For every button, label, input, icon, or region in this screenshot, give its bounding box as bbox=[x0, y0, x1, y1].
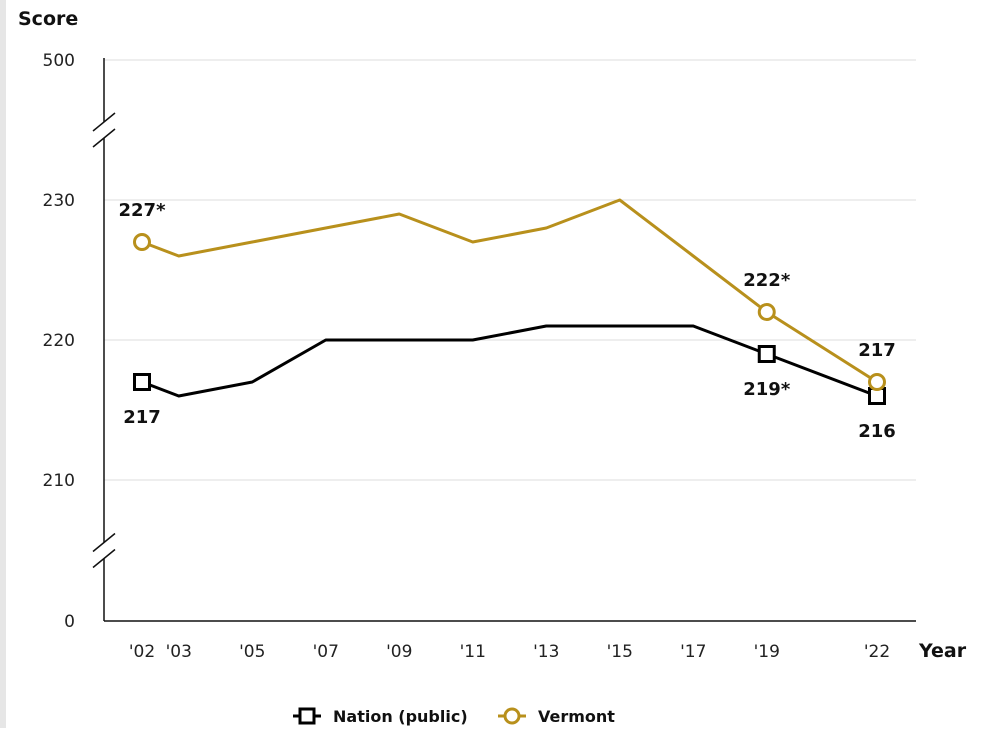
data-label: 217 bbox=[123, 407, 161, 428]
axis-break-mark bbox=[92, 112, 116, 148]
legend-item-vermont: Vermont bbox=[498, 707, 615, 726]
series-line-nation bbox=[141, 324, 878, 398]
circle-marker bbox=[757, 303, 776, 321]
series-line-vermont bbox=[141, 198, 878, 384]
y-tick-label: 0 bbox=[64, 612, 75, 632]
x-tick-label: '05 bbox=[239, 642, 265, 662]
data-label: 217 bbox=[858, 340, 896, 361]
x-tick-label: '09 bbox=[386, 642, 412, 662]
data-label: 222* bbox=[743, 270, 791, 291]
legend-label: Vermont bbox=[538, 707, 615, 726]
axes: 0 210 220 230 500 Score Year '02 '03 '05 '07 '09 '11… bbox=[18, 8, 967, 662]
x-tick-label: '02 bbox=[129, 642, 155, 662]
axis-break-slash bbox=[92, 112, 116, 132]
square-marker bbox=[133, 373, 151, 391]
legend-square-icon bbox=[298, 707, 316, 725]
axis-break-slash bbox=[92, 128, 116, 148]
x-tick-label: '11 bbox=[460, 642, 486, 662]
square-marker bbox=[757, 345, 776, 363]
gridlines bbox=[104, 59, 916, 481]
axis-break-gap bbox=[94, 542, 114, 559]
series bbox=[133, 198, 886, 405]
x-tick-label: '07 bbox=[313, 642, 339, 662]
legend-label: Nation (public) bbox=[333, 707, 468, 726]
x-tick-label: '03 bbox=[166, 642, 192, 662]
x-tick-label: '17 bbox=[680, 642, 706, 662]
circle-marker bbox=[133, 233, 151, 251]
y-tick-label: 500 bbox=[43, 51, 75, 71]
axis-break-slash bbox=[92, 532, 116, 553]
x-axis-title: Year bbox=[918, 640, 967, 662]
legend-item-nation: Nation (public) bbox=[293, 707, 468, 726]
x-tick-label: '19 bbox=[754, 642, 780, 662]
y-tick-label: 220 bbox=[43, 331, 75, 351]
data-label: 227* bbox=[119, 200, 167, 221]
y-axis-title: Score bbox=[18, 8, 78, 30]
axis-break-mark bbox=[92, 532, 116, 569]
legend-circle-icon bbox=[503, 707, 521, 725]
axis-break-slash bbox=[92, 548, 116, 569]
x-tick-label: '15 bbox=[607, 642, 633, 662]
data-label: 219* bbox=[743, 379, 791, 400]
data-label: 216 bbox=[858, 421, 896, 442]
x-tick-label: '13 bbox=[533, 642, 559, 662]
legend: Nation (public) Vermont bbox=[293, 707, 615, 726]
y-tick-label: 230 bbox=[43, 191, 75, 211]
data-labels: 217 219* 216 227* 222* 217 bbox=[119, 200, 896, 442]
axis-break-gap bbox=[94, 122, 114, 138]
y-tick-label: 210 bbox=[43, 471, 75, 491]
x-tick-label: '22 bbox=[864, 642, 890, 662]
circle-marker bbox=[868, 373, 886, 391]
